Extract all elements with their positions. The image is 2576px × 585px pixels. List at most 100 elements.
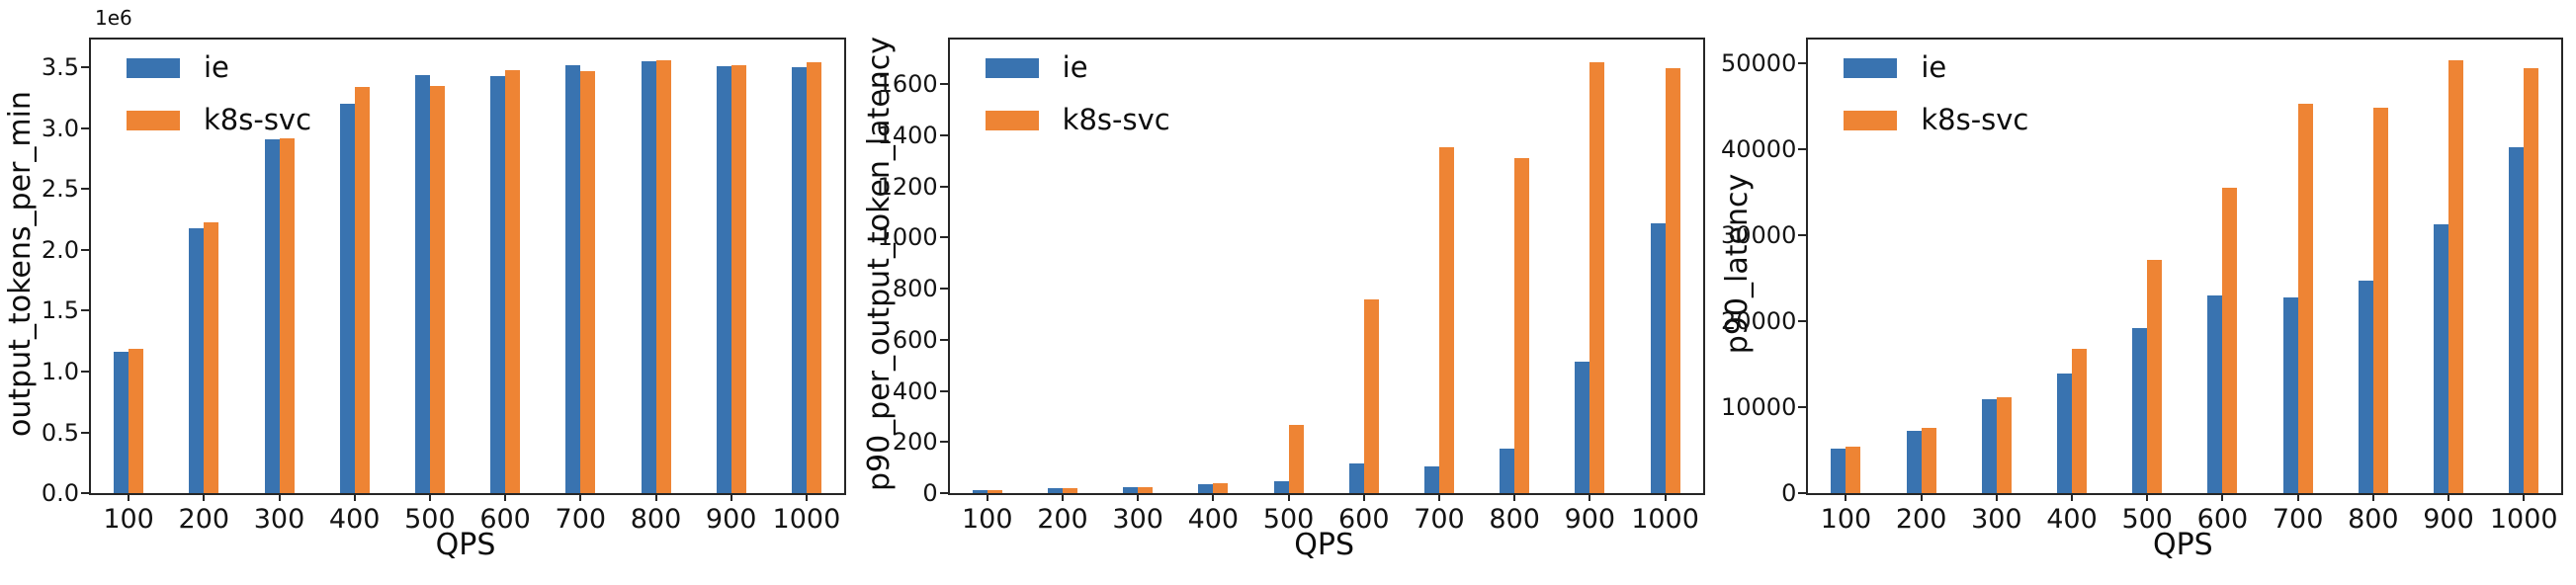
- x-tick-mark: [2296, 493, 2299, 501]
- y-tick-mark: [81, 492, 89, 494]
- bar-k8s-svc-qps-200: [204, 221, 219, 493]
- x-tick-mark: [986, 493, 988, 501]
- bar-k8s-svc-qps-600: [505, 69, 521, 493]
- bar-ie-qps-200: [189, 227, 205, 493]
- y-tick-label: 800: [892, 275, 938, 303]
- bar-k8s-svc-qps-900: [1589, 61, 1605, 493]
- x-tick-label: 300: [1971, 504, 2022, 535]
- bar-ie-qps-400: [2057, 374, 2073, 493]
- y-axis-offset-text: 1e6: [95, 6, 132, 30]
- x-tick-mark: [730, 493, 732, 501]
- x-tick-label: 300: [1112, 504, 1163, 535]
- y-tick-mark: [81, 370, 89, 373]
- bar-k8s-svc-qps-800: [655, 59, 671, 493]
- bar-ie-qps-800: [2358, 281, 2373, 493]
- bar-ie-qps-100: [114, 352, 129, 493]
- bar-ie-qps-300: [264, 138, 280, 493]
- x-tick-label: 500: [404, 504, 456, 535]
- y-tick-label: 3.0: [41, 114, 79, 142]
- y-tick-mark: [1798, 61, 1807, 64]
- x-tick-label: 200: [178, 504, 230, 535]
- x-tick-label: 500: [2121, 504, 2173, 535]
- bar-ie-qps-500: [1273, 480, 1289, 493]
- legend-item-ie: ie: [127, 53, 311, 82]
- legend-item-k8s-svc: k8s-svc: [127, 106, 311, 134]
- x-tick-label: 400: [2046, 504, 2098, 535]
- bar-k8s-svc-qps-600: [2222, 188, 2238, 493]
- bar-k8s-svc-qps-200: [1921, 427, 1936, 493]
- x-tick-label: 600: [2196, 504, 2249, 535]
- y-tick-label: 200: [892, 428, 938, 457]
- bar-k8s-svc-qps-100: [129, 348, 144, 493]
- y-tick-label: 2.0: [41, 235, 79, 264]
- x-tick-label: 800: [1489, 504, 1540, 535]
- y-tick-mark: [1798, 234, 1807, 236]
- bar-k8s-svc-qps-700: [1438, 146, 1454, 493]
- x-tick-mark: [2371, 493, 2374, 501]
- y-tick-mark: [1798, 492, 1807, 494]
- y-tick-label: 1000: [877, 223, 938, 252]
- bar-ie-qps-800: [641, 61, 656, 493]
- x-tick-mark: [1845, 493, 1847, 501]
- x-tick-mark: [128, 493, 130, 501]
- bar-k8s-svc-qps-1000: [2524, 68, 2539, 493]
- legend-swatch-ie: [127, 57, 180, 78]
- bar-k8s-svc-qps-300: [1996, 397, 2012, 493]
- x-tick-mark: [1437, 493, 1440, 501]
- legend-item-ie: ie: [985, 50, 1170, 84]
- legend-swatch-k8s-svc: [127, 110, 180, 130]
- bar-ie-qps-700: [1423, 465, 1439, 493]
- x-tick-mark: [2523, 493, 2526, 501]
- y-tick-label: 1.0: [41, 357, 79, 385]
- legend-label-ie: ie: [204, 50, 229, 84]
- x-tick-label: 100: [103, 504, 154, 535]
- bar-ie-qps-600: [490, 75, 506, 493]
- bar-k8s-svc-qps-400: [2072, 348, 2088, 493]
- bar-k8s-svc-qps-600: [1363, 298, 1379, 493]
- x-tick-mark: [1664, 493, 1667, 501]
- bar-ie-qps-400: [339, 104, 355, 493]
- y-tick-mark: [939, 185, 948, 188]
- x-tick-mark: [353, 493, 356, 501]
- x-tick-mark: [805, 493, 808, 501]
- bar-k8s-svc-qps-700: [2297, 103, 2313, 493]
- x-tick-mark: [2447, 493, 2450, 501]
- bar-ie-qps-600: [2207, 294, 2223, 493]
- bar-k8s-svc-qps-300: [1138, 486, 1154, 493]
- bar-ie-qps-900: [1575, 362, 1590, 493]
- bar-ie-qps-300: [1123, 486, 1139, 493]
- y-tick-mark: [939, 492, 948, 494]
- y-tick-mark: [939, 338, 948, 341]
- legend-swatch-k8s-svc: [1844, 110, 1898, 130]
- x-tick-mark: [1287, 493, 1290, 501]
- x-tick-mark: [1995, 493, 1998, 501]
- x-tick-mark: [1362, 493, 1365, 501]
- bar-ie-qps-300: [1981, 399, 1997, 493]
- x-tick-mark: [504, 493, 507, 501]
- y-tick-label: 400: [892, 376, 938, 405]
- y-tick-label: 1200: [877, 172, 938, 201]
- y-tick-label: 0: [1781, 479, 1797, 507]
- y-tick-mark: [81, 309, 89, 312]
- bar-ie-qps-800: [1500, 448, 1515, 493]
- bar-k8s-svc-qps-100: [987, 489, 1002, 493]
- legend: ie k8s-svc: [127, 53, 311, 134]
- x-tick-mark: [579, 493, 582, 501]
- x-tick-label: 900: [2423, 504, 2474, 535]
- x-tick-mark: [1920, 493, 1923, 501]
- plot-area: ie k8s-svc 0 200 400 600 800 1000 1200 1400 1600…: [878, 38, 1705, 535]
- y-tick-label: 0.5: [41, 418, 79, 447]
- y-tick-mark: [939, 441, 948, 444]
- x-tick-mark: [654, 493, 657, 501]
- x-tick-label: 300: [253, 504, 305, 535]
- bar-k8s-svc-qps-900: [730, 64, 746, 493]
- x-tick-label: 700: [1414, 504, 1465, 535]
- x-tick-label: 100: [1820, 504, 1872, 535]
- legend-label-ie: ie: [1062, 50, 1088, 84]
- x-tick-mark: [278, 493, 281, 501]
- legend-swatch-ie: [985, 57, 1039, 78]
- bar-ie-qps-200: [1906, 430, 1922, 493]
- x-tick-label: 1000: [772, 504, 841, 535]
- y-tick-mark: [939, 288, 948, 291]
